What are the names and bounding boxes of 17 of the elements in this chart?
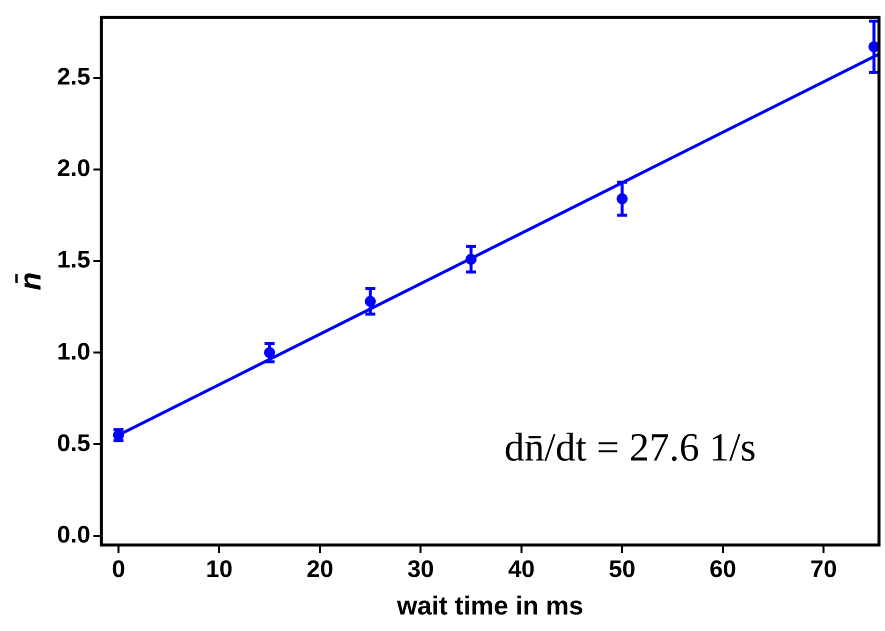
- x-tick-label: 20: [306, 556, 334, 584]
- x-tick-label: 40: [508, 556, 535, 584]
- y-tick-label: 2.5: [56, 63, 90, 90]
- annotation: dn̄/dt = 27.6 1/s: [504, 424, 756, 470]
- y-tick-label: 0.5: [56, 430, 90, 457]
- x-tick-label: 0: [112, 556, 126, 584]
- x-tick-label: 70: [810, 556, 837, 584]
- y-tick-label: 0.0: [56, 521, 90, 548]
- y-axis-title: n̄: [14, 272, 48, 290]
- x-tick-label: 60: [710, 556, 736, 584]
- x-tick-label: 30: [407, 556, 434, 584]
- y-tick-label: 1.5: [56, 246, 90, 274]
- x-tick-label: 50: [608, 556, 636, 584]
- y-tick-label: 2.0: [56, 155, 90, 182]
- y-tick-label: 1.0: [56, 338, 90, 366]
- x-axis-title: wait time in ms: [396, 590, 584, 621]
- x-tick-label: 10: [206, 556, 233, 584]
